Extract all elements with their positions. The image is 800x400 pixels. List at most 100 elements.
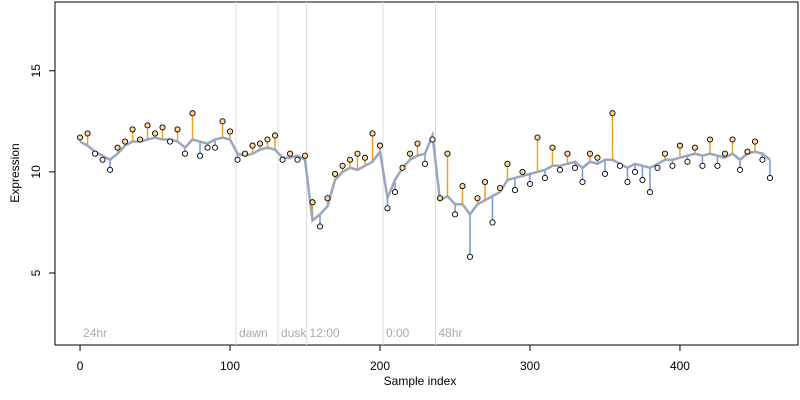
fitted-line bbox=[79, 130, 771, 223]
observed-point bbox=[241, 150, 249, 157]
observed-point bbox=[151, 130, 159, 137]
observed-point bbox=[496, 185, 504, 192]
observed-point bbox=[541, 174, 549, 181]
observed-point bbox=[459, 182, 466, 190]
observed-point bbox=[571, 164, 579, 171]
observed-point bbox=[564, 150, 571, 157]
observed-point bbox=[616, 162, 624, 169]
phase-label: 48hr bbox=[438, 326, 462, 340]
observed-point bbox=[316, 223, 324, 230]
observed-point bbox=[519, 168, 526, 175]
observed-point bbox=[294, 156, 301, 163]
observed-point bbox=[219, 118, 226, 125]
observed-point bbox=[136, 136, 144, 143]
observed-point bbox=[429, 136, 436, 143]
observed-point bbox=[211, 144, 219, 151]
observed-point bbox=[129, 126, 136, 133]
observed-point bbox=[189, 110, 196, 117]
observed-point bbox=[346, 156, 354, 163]
observed-point bbox=[384, 205, 391, 212]
observed-point bbox=[624, 178, 631, 186]
observed-point bbox=[331, 170, 339, 177]
y-axis-label: Expression bbox=[8, 143, 22, 202]
observed-point bbox=[309, 199, 316, 206]
observed-point bbox=[234, 156, 241, 163]
observed-point bbox=[729, 136, 736, 143]
observed-point bbox=[744, 148, 751, 155]
phase-label: 12:00 bbox=[310, 326, 340, 340]
observed-point bbox=[451, 211, 459, 218]
observed-point bbox=[751, 138, 759, 145]
observed-point bbox=[556, 166, 564, 173]
y-tick-label: 10 bbox=[29, 165, 43, 179]
observed-point bbox=[271, 132, 279, 139]
observed-point bbox=[264, 136, 271, 143]
observed-point bbox=[549, 144, 556, 151]
observed-point bbox=[249, 142, 256, 149]
phase-label: 0:00 bbox=[386, 326, 410, 340]
x-tick-label: 0 bbox=[77, 359, 84, 373]
observed-point bbox=[181, 150, 189, 157]
observed-point bbox=[361, 154, 369, 161]
observed-point bbox=[481, 178, 489, 186]
observed-point bbox=[414, 140, 421, 147]
observed-point bbox=[324, 195, 331, 202]
observed-point bbox=[174, 126, 181, 133]
x-tick-label: 400 bbox=[670, 359, 690, 373]
observed-point bbox=[436, 195, 444, 202]
observed-point bbox=[466, 253, 474, 260]
observed-point bbox=[76, 134, 84, 141]
observed-point bbox=[406, 150, 414, 157]
observed-point bbox=[444, 150, 451, 157]
observed-point bbox=[631, 168, 639, 175]
observed-point bbox=[369, 130, 376, 137]
observed-point bbox=[159, 124, 166, 131]
observed-point bbox=[166, 138, 174, 145]
plot-frame bbox=[54, 1, 799, 346]
phase-label: 24hr bbox=[83, 326, 107, 340]
observed-point bbox=[579, 178, 586, 186]
observed-point bbox=[504, 160, 511, 167]
observed-point bbox=[661, 150, 669, 157]
observed-point bbox=[204, 144, 211, 151]
phase-label: dusk bbox=[281, 326, 307, 340]
observed-point bbox=[256, 140, 264, 147]
observed-point bbox=[474, 195, 481, 202]
observed-point bbox=[391, 189, 399, 196]
y-tick-label: 5 bbox=[29, 269, 43, 276]
observed-point bbox=[91, 150, 99, 157]
observed-point bbox=[511, 187, 519, 194]
observed-point bbox=[699, 162, 706, 169]
observed-point bbox=[114, 144, 121, 151]
observed-point bbox=[376, 142, 384, 149]
observed-point bbox=[639, 176, 646, 184]
observed-point bbox=[534, 134, 541, 141]
observed-point bbox=[286, 150, 294, 157]
x-axis-label: Sample index bbox=[384, 374, 457, 388]
observed-point bbox=[399, 164, 406, 171]
y-tick-label: 15 bbox=[29, 64, 43, 78]
observed-point bbox=[196, 152, 204, 159]
observed-point bbox=[759, 156, 766, 163]
x-tick-label: 200 bbox=[370, 359, 390, 373]
observed-point bbox=[721, 150, 729, 157]
x-tick-label: 100 bbox=[220, 359, 240, 373]
observed-point bbox=[594, 154, 601, 161]
observed-point bbox=[766, 174, 774, 181]
observed-point bbox=[421, 160, 429, 167]
phase-label: dawn bbox=[239, 326, 268, 340]
observed-point bbox=[106, 166, 114, 173]
observed-point bbox=[669, 162, 676, 169]
observed-point bbox=[339, 162, 346, 169]
observed-point bbox=[706, 136, 714, 143]
observed-point bbox=[301, 152, 309, 159]
observed-point bbox=[84, 130, 91, 137]
observed-point bbox=[121, 138, 129, 145]
observed-point bbox=[99, 156, 106, 163]
observed-point bbox=[354, 150, 361, 157]
observed-point bbox=[691, 144, 699, 151]
observed-point bbox=[684, 158, 691, 165]
x-tick-label: 300 bbox=[520, 359, 540, 373]
